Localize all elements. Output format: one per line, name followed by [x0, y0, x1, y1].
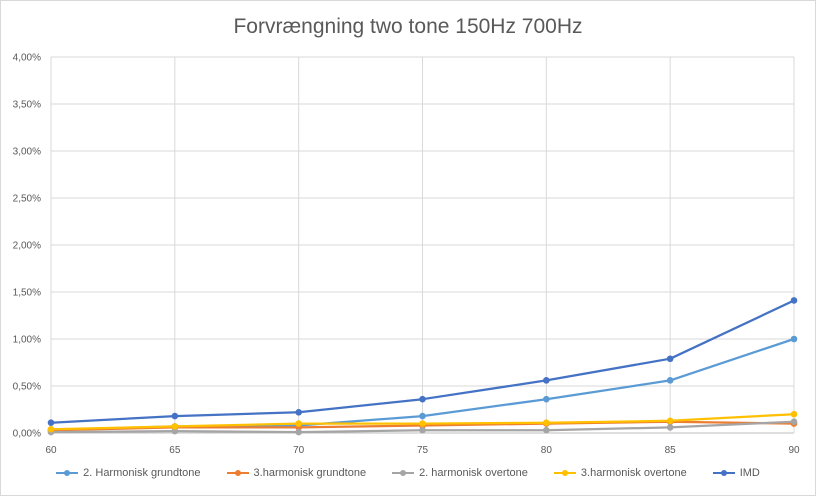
series-3-point [171, 427, 179, 435]
x-tick-label: 80 [541, 445, 553, 456]
series-5-point [171, 412, 179, 420]
chart-legend: 2. Harmonisk grundtone 3.harmonisk grundt… [1, 467, 815, 479]
series-4-point [171, 423, 179, 430]
series-3-point [295, 428, 302, 436]
legend-item-2: 3.harmonisk grundtone [226, 467, 367, 479]
series-4-point [790, 410, 798, 418]
y-tick-label: 2,00% [13, 241, 41, 252]
legend-swatch [226, 468, 249, 478]
legend-label: 2. harmonisk overtone [419, 467, 528, 479]
series-3-point [543, 426, 550, 434]
legend-label: 3.harmonisk grundtone [253, 467, 367, 479]
x-tick-label: 65 [169, 445, 181, 456]
series-1-point [666, 377, 674, 384]
y-tick-label: 0,50% [13, 382, 41, 393]
legend-item-1: 2. Harmonisk grundtone [56, 467, 201, 479]
legend-label: 2. Harmonisk grundtone [83, 467, 201, 479]
x-tick-label: 70 [293, 445, 305, 456]
y-tick-label: 4,00% [13, 53, 41, 64]
series-4-point [295, 420, 302, 427]
y-tick-label: 1,00% [13, 335, 41, 346]
legend-item-4: 3.harmonisk overtone [553, 467, 687, 479]
series-1-point [419, 412, 426, 420]
series-5-point [295, 409, 302, 416]
legend-swatch [56, 468, 79, 478]
series-1-point [790, 335, 798, 343]
series-4-point [543, 419, 550, 426]
series-3-point [790, 418, 798, 426]
legend-item-3: 2. harmonisk overtone [392, 467, 528, 479]
x-tick-label: 90 [788, 445, 800, 456]
x-tick-label: 75 [417, 445, 429, 456]
series-3-point [666, 424, 674, 431]
series-4-point [47, 425, 55, 433]
series-5-point [666, 355, 674, 363]
legend-swatch [553, 468, 576, 478]
series-3-point [419, 426, 426, 434]
y-tick-label: 3,00% [13, 147, 41, 158]
legend-swatch [712, 468, 735, 478]
legend-item-5: IMD [712, 467, 760, 479]
series-1-point [543, 395, 550, 403]
series-4-point [666, 417, 674, 425]
legend-label: IMD [739, 467, 760, 479]
y-tick-label: 1,50% [13, 288, 41, 299]
legend-swatch [392, 468, 415, 478]
y-tick-label: 0,00% [13, 429, 41, 440]
series-5-point [543, 377, 550, 384]
series-4-point [419, 420, 426, 427]
x-tick-label: 60 [45, 445, 57, 456]
y-tick-label: 3,50% [13, 100, 41, 111]
series-5-point [47, 419, 55, 426]
chart-title: Forvrængning two tone 150Hz 700Hz [233, 15, 583, 38]
series-5-point [419, 395, 426, 403]
y-tick-label: 2,50% [13, 194, 41, 205]
series-5-point [790, 297, 798, 304]
legend-label: 3.harmonisk overtone [580, 467, 687, 479]
x-tick-label: 85 [665, 445, 677, 456]
